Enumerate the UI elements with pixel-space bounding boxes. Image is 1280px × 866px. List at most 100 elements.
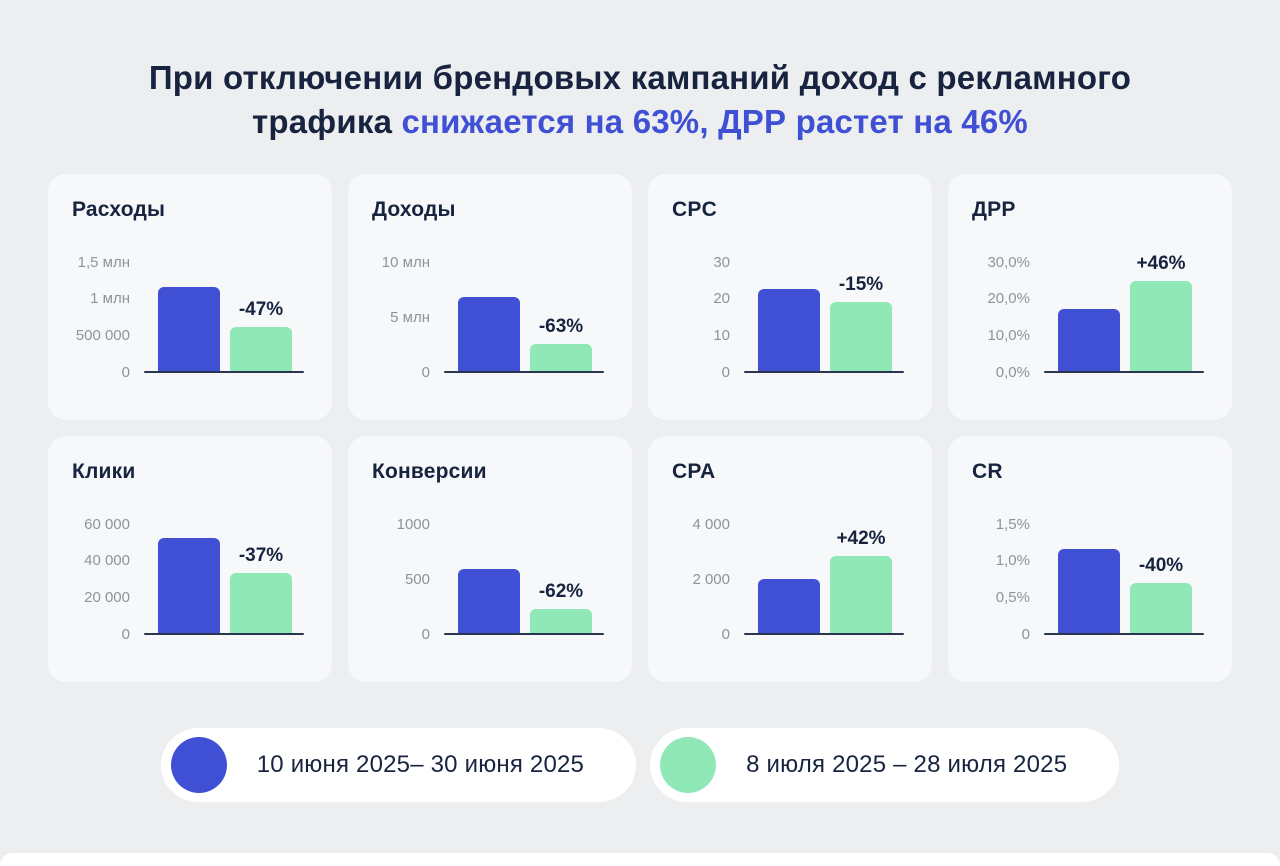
bar-period2 — [830, 301, 892, 372]
plot-area: -37% — [144, 524, 308, 635]
legend-item-period1: 10 июня 2025– 30 июня 2025 — [160, 727, 637, 802]
plot-area: -47% — [144, 262, 308, 373]
y-tick-label: 1000 — [396, 515, 430, 533]
delta-label: -47% — [238, 299, 284, 321]
y-tick-label: 1,5% — [995, 515, 1030, 533]
bar-chart: 30 20 10 0 -15% — [672, 254, 908, 381]
metric-card: ДРР 30,0% 20,0% 10,0% 0,0% +46% — [948, 173, 1232, 420]
plot-area: +46% — [1044, 253, 1208, 373]
legend-label-period2: 8 июля 2025 – 28 июля 2025 — [746, 750, 1068, 778]
y-tick-label: 0,0% — [995, 363, 1030, 381]
bar-period1 — [458, 296, 520, 372]
y-tick-label: 500 — [404, 570, 430, 588]
card-title: Доходы — [372, 197, 456, 221]
metric-card: Доходы 10 млн 5 млн 0 -63% — [348, 173, 632, 420]
y-axis: 1,5% 1,0% 0,5% 0 — [972, 516, 1044, 643]
y-tick-label: 1,0% — [995, 552, 1030, 570]
y-tick-label: 0 — [721, 625, 730, 643]
x-axis-line — [144, 370, 304, 373]
metric-card: Расходы 1,5 млн 1 млн 500 000 0 -47% — [48, 173, 332, 420]
y-tick-label: 0 — [421, 625, 430, 643]
y-tick-label: 20,0% — [987, 290, 1030, 308]
y-tick-label: 20 000 — [84, 589, 130, 607]
bar-period1 — [758, 578, 820, 634]
bar-period2 — [830, 555, 892, 634]
card-title: CPA — [672, 459, 716, 483]
bar-period2 — [230, 573, 292, 634]
x-axis-line — [1044, 632, 1204, 635]
y-tick-label: 0 — [421, 363, 430, 381]
x-axis-line — [444, 632, 604, 635]
y-axis: 1,5 млн 1 млн 500 000 0 — [72, 254, 144, 381]
bar-chart: 1,5 млн 1 млн 500 000 0 -47% — [72, 254, 308, 381]
bar-chart: 1,5% 1,0% 0,5% 0 -40% — [972, 516, 1208, 643]
bar-period1 — [158, 537, 220, 634]
bar-period1 — [1058, 309, 1120, 372]
y-axis: 30,0% 20,0% 10,0% 0,0% — [972, 254, 1044, 381]
y-tick-label: 10 — [713, 327, 730, 345]
bar-period2 — [230, 327, 292, 372]
legend-dot-period2 — [660, 736, 717, 793]
metric-card: CR 1,5% 1,0% 0,5% 0 -40% — [948, 435, 1232, 682]
delta-label: +42% — [836, 527, 886, 549]
plot-area: -63% — [444, 262, 608, 373]
plot-area: +42% — [744, 524, 908, 635]
y-tick-label: 5 млн — [390, 308, 430, 326]
delta-label: +46% — [1136, 252, 1186, 274]
x-axis-line — [744, 632, 904, 635]
footer-strip — [0, 853, 1280, 866]
delta-label: -15% — [838, 273, 884, 295]
y-tick-label: 0 — [121, 625, 130, 643]
y-tick-label: 10,0% — [987, 327, 1030, 345]
y-tick-label: 0 — [721, 363, 730, 381]
bar-chart: 60 000 40 000 20 000 0 -37% — [72, 516, 308, 643]
card-title: CPC — [672, 197, 717, 221]
cards-grid: Расходы 1,5 млн 1 млн 500 000 0 -47% Доходы… — [48, 173, 1232, 682]
y-axis: 30 20 10 0 — [672, 254, 744, 381]
x-axis-line — [1044, 370, 1204, 373]
bar-period1 — [758, 289, 820, 372]
x-axis-line — [144, 632, 304, 635]
y-tick-label: 10 млн — [381, 253, 430, 271]
title-line1: При отключении брендовых кампаний доход … — [148, 59, 1132, 96]
legend-item-period2: 8 июля 2025 – 28 июля 2025 — [650, 727, 1120, 802]
x-axis-line — [744, 370, 904, 373]
bar-chart: 4 000 2 000 0 +42% — [672, 516, 908, 643]
y-axis: 60 000 40 000 20 000 0 — [72, 516, 144, 643]
plot-area: -40% — [1044, 524, 1208, 635]
bar-period2 — [530, 609, 592, 634]
bar-chart: 1000 500 0 -62% — [372, 516, 608, 643]
y-tick-label: 1 млн — [90, 290, 130, 308]
legend-label-period1: 10 июня 2025– 30 июня 2025 — [256, 750, 585, 778]
y-tick-label: 30,0% — [987, 253, 1030, 271]
bar-period1 — [158, 287, 220, 372]
y-tick-label: 0,5% — [995, 589, 1030, 607]
plot-area: -15% — [744, 262, 908, 373]
bar-period2 — [530, 344, 592, 372]
y-tick-label: 2 000 — [692, 570, 730, 588]
y-tick-label: 30 — [713, 253, 730, 271]
metric-card: Клики 60 000 40 000 20 000 0 -37% — [48, 435, 332, 682]
y-tick-label: 1,5 млн — [77, 253, 130, 271]
y-tick-label: 0 — [1021, 625, 1030, 643]
y-tick-label: 60 000 — [84, 515, 130, 533]
title-line2-prefix: трафика — [252, 102, 402, 140]
bar-chart: 30,0% 20,0% 10,0% 0,0% +46% — [972, 253, 1208, 381]
legend: 10 июня 2025– 30 июня 2025 8 июля 2025 –… — [0, 727, 1280, 802]
card-title: Конверсии — [372, 459, 487, 483]
y-axis: 10 млн 5 млн 0 — [372, 254, 444, 381]
card-title: ДРР — [972, 197, 1016, 221]
delta-label: -63% — [538, 316, 584, 338]
bar-period1 — [458, 569, 520, 634]
y-tick-label: 40 000 — [84, 552, 130, 570]
metric-card: Конверсии 1000 500 0 -62% — [348, 435, 632, 682]
metric-card: CPA 4 000 2 000 0 +42% — [648, 435, 932, 682]
y-tick-label: 20 — [713, 290, 730, 308]
legend-dot-period1 — [170, 736, 227, 793]
y-axis: 4 000 2 000 0 — [672, 516, 744, 643]
delta-label: -37% — [238, 545, 284, 567]
card-title: Клики — [72, 459, 136, 483]
bar-period2 — [1130, 280, 1192, 372]
y-tick-label: 0 — [121, 363, 130, 381]
title-line2-highlight: снижается на 63%, ДРР растет на 46% — [401, 102, 1028, 140]
